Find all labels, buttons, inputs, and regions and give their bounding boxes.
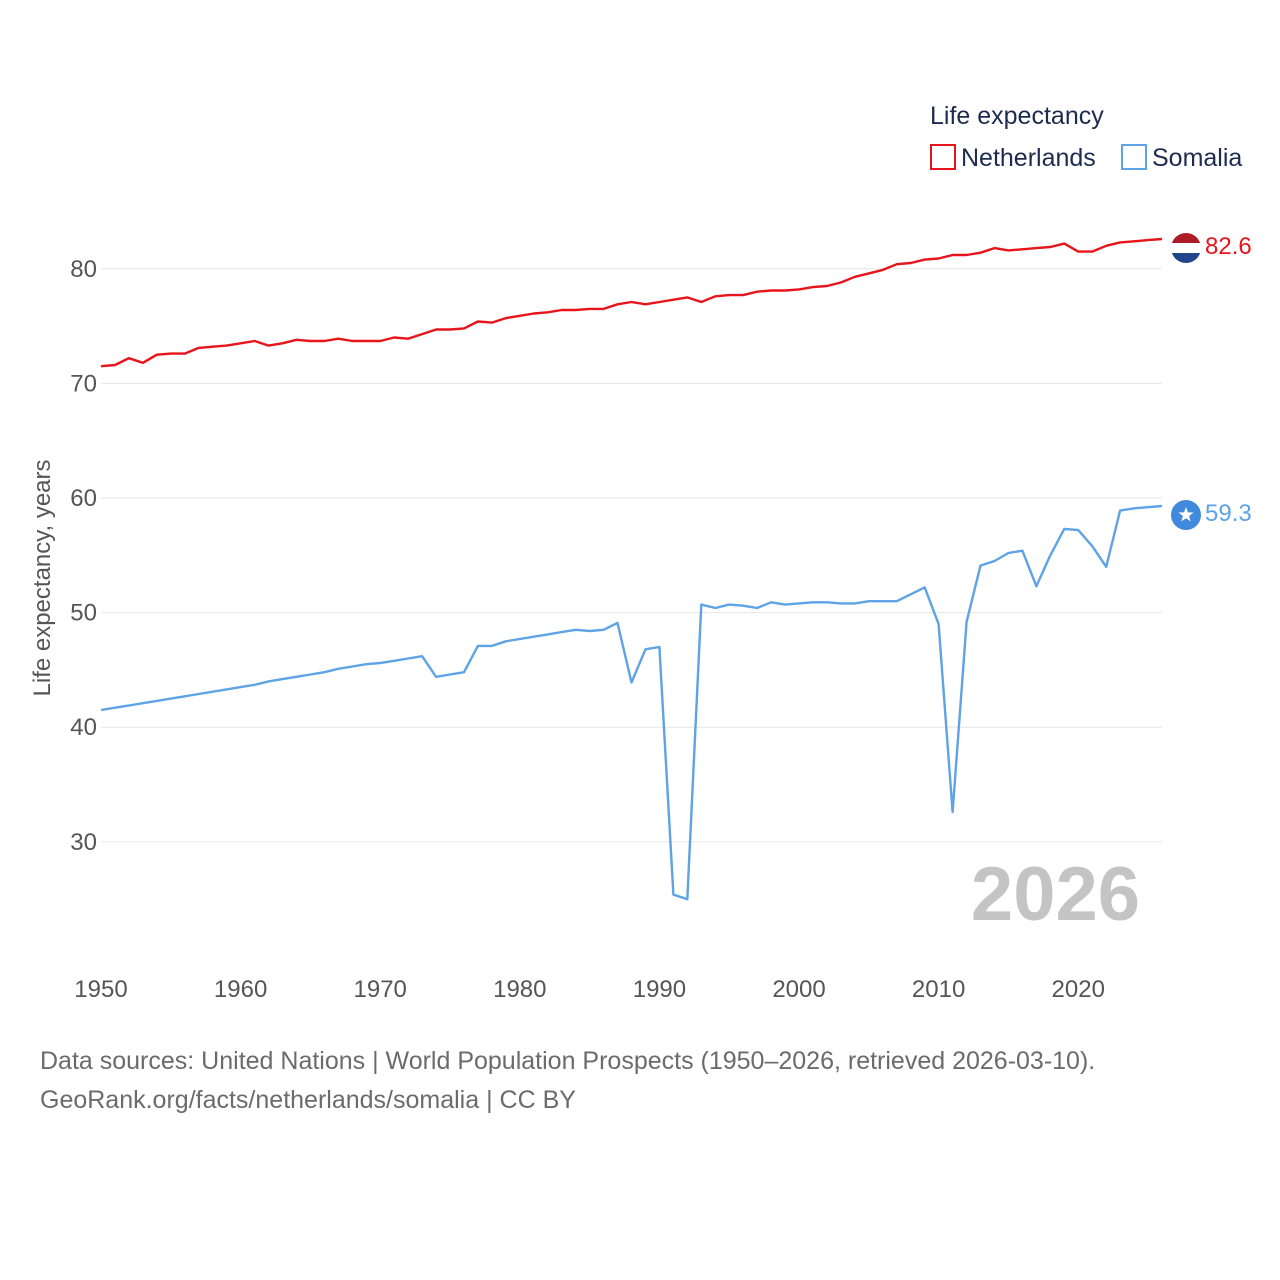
somalia-flag-icon xyxy=(1171,500,1201,530)
y-tick-label-30: 30 xyxy=(70,829,97,856)
legend-swatch-netherlands xyxy=(930,144,956,170)
x-tick-label-2020: 2020 xyxy=(1052,976,1105,1003)
y-tick-label-50: 50 xyxy=(70,600,97,627)
netherlands-flag-icon xyxy=(1171,233,1201,263)
legend-title: Life expectancy xyxy=(930,102,1104,130)
series-line-netherlands xyxy=(100,237,1163,368)
legend-swatch-somalia xyxy=(1121,144,1147,170)
current-year-label: 2026 xyxy=(971,852,1140,937)
y-axis-ticks: 30 40 50 60 70 80 xyxy=(70,256,97,856)
x-tick-label-2010: 2010 xyxy=(912,976,965,1003)
x-tick-label-1950: 1950 xyxy=(74,976,127,1003)
source-note: Data sources: United Nations | World Pop… xyxy=(40,1042,1095,1120)
legend-label-netherlands: Netherlands xyxy=(961,144,1096,172)
series-layer xyxy=(100,237,1163,901)
legend: Life expectancy Netherlands Somalia xyxy=(930,102,1242,172)
data-sources-text: Data sources: United Nations | World Pop… xyxy=(40,1047,1096,1075)
netherlands-end-value: 82.6 xyxy=(1205,233,1252,260)
attribution-text: GeoRank.org/facts/netherlands/somalia | … xyxy=(40,1086,576,1114)
end-markers: 82.6 59.3 xyxy=(1171,233,1252,530)
x-tick-label-1980: 1980 xyxy=(493,976,546,1003)
x-tick-label-1970: 1970 xyxy=(354,976,407,1003)
legend-label-somalia: Somalia xyxy=(1152,144,1242,172)
series-line-somalia xyxy=(100,504,1163,901)
x-tick-label-1990: 1990 xyxy=(633,976,686,1003)
y-tick-label-40: 40 xyxy=(70,714,97,741)
somalia-end-value: 59.3 xyxy=(1205,500,1252,527)
gridlines xyxy=(101,268,1162,843)
y-tick-label-80: 80 xyxy=(70,256,97,283)
y-tick-label-70: 70 xyxy=(70,370,97,397)
x-axis-ticks: 1950 1960 1970 1980 1990 2000 2010 2020 xyxy=(74,976,1105,1003)
y-axis-title: Life expectancy, years xyxy=(29,459,56,696)
y-tick-label-60: 60 xyxy=(70,485,97,512)
x-tick-label-2000: 2000 xyxy=(772,976,825,1003)
x-tick-label-1960: 1960 xyxy=(214,976,267,1003)
